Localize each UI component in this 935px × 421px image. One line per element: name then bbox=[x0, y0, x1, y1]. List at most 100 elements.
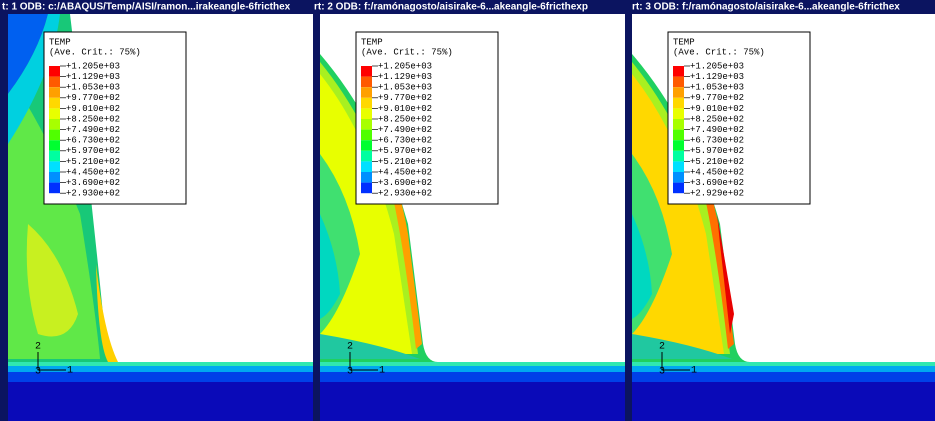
legend-swatch bbox=[673, 119, 684, 130]
legend-value: +1.053e+03 bbox=[66, 83, 120, 93]
legend-box bbox=[43, 31, 187, 205]
chip-base bbox=[632, 334, 732, 359]
viewport-title: rt: 3 ODB: f:/ramónagosto/aisirake-6...a… bbox=[632, 2, 900, 13]
workpiece-layer bbox=[8, 362, 313, 372]
legend-value: +8.250e+02 bbox=[378, 114, 432, 124]
chip-hot bbox=[682, 124, 734, 349]
workpiece-surface bbox=[632, 362, 935, 366]
chip-base bbox=[320, 334, 420, 359]
legend-swatch bbox=[673, 108, 684, 119]
legend-value: +9.770e+02 bbox=[66, 93, 120, 103]
legend-swatch bbox=[49, 161, 60, 172]
legend-value: +9.770e+02 bbox=[378, 93, 432, 103]
legend-box bbox=[355, 31, 499, 205]
legend-swatch bbox=[361, 140, 372, 151]
legend-value: +9.010e+02 bbox=[66, 104, 120, 114]
legend-value: +3.690e+02 bbox=[378, 178, 432, 188]
legend-swatch bbox=[49, 119, 60, 130]
legend-swatch bbox=[49, 129, 60, 141]
legend-value: +6.730e+02 bbox=[690, 136, 744, 146]
legend-value: +1.129e+03 bbox=[690, 72, 744, 82]
legend-swatch bbox=[673, 129, 684, 141]
workpiece-layer bbox=[632, 362, 935, 372]
legend-value: +2.930e+02 bbox=[66, 189, 120, 199]
legend-value: +2.929e+02 bbox=[690, 189, 744, 199]
legend-swatch bbox=[673, 182, 684, 194]
workpiece-layer bbox=[320, 362, 625, 372]
legend-title: TEMP bbox=[673, 37, 695, 47]
legend-swatch bbox=[49, 150, 60, 162]
legend-value: +3.690e+02 bbox=[690, 178, 744, 188]
legend-value: +5.970e+02 bbox=[690, 146, 744, 156]
legend-value: +5.210e+02 bbox=[66, 157, 120, 167]
legend-swatch bbox=[361, 108, 372, 119]
legend-value: +5.970e+02 bbox=[378, 146, 432, 156]
viewport-title: t: 1 ODB: c:/ABAQUS/Temp/AISI/ramon...ir… bbox=[2, 2, 291, 13]
legend-value: +7.490e+02 bbox=[690, 125, 744, 135]
legend-swatch bbox=[361, 150, 372, 162]
legend-swatch bbox=[361, 97, 372, 109]
chip-cold bbox=[320, 214, 340, 319]
legend-value: +6.730e+02 bbox=[378, 136, 432, 146]
legend-value: +1.205e+03 bbox=[690, 61, 744, 71]
legend-swatch bbox=[361, 161, 372, 172]
legend-value: +1.053e+03 bbox=[690, 83, 744, 93]
triad-label: 3 bbox=[659, 367, 665, 378]
triad-label: 2 bbox=[35, 342, 41, 353]
chip-hot bbox=[96, 264, 118, 362]
triad-label: 1 bbox=[691, 366, 697, 377]
legend-value: +6.730e+02 bbox=[66, 136, 120, 146]
legend-swatch bbox=[673, 76, 684, 88]
workpiece-surface bbox=[320, 362, 625, 366]
legend-value: +9.770e+02 bbox=[690, 93, 744, 103]
legend-swatch bbox=[673, 161, 684, 172]
legend-value: +9.010e+02 bbox=[378, 104, 432, 114]
legend-swatch bbox=[49, 108, 60, 119]
legend-swatch bbox=[361, 129, 372, 141]
triad-label: 1 bbox=[67, 366, 73, 377]
legend-swatch bbox=[673, 97, 684, 109]
triad-label: 2 bbox=[659, 342, 665, 353]
viewport: TEMP(Ave. Crit.: 75%) +1.205e+03+1.129e+0… bbox=[632, 14, 935, 421]
chip-peak bbox=[717, 214, 734, 334]
legend-value: +1.129e+03 bbox=[66, 72, 120, 82]
legend-swatch bbox=[49, 97, 60, 109]
legend-swatch bbox=[361, 182, 372, 194]
legend-value: +5.970e+02 bbox=[66, 146, 120, 156]
legend-swatch bbox=[673, 66, 684, 77]
legend-title: TEMP bbox=[361, 37, 383, 47]
legend-swatch bbox=[49, 87, 60, 98]
workpiece-surface bbox=[8, 362, 313, 366]
legend-swatch bbox=[361, 119, 372, 130]
legend-value: +2.930e+02 bbox=[378, 189, 432, 199]
chip-cold bbox=[8, 14, 48, 94]
triad-label: 2 bbox=[347, 342, 353, 353]
legend-value: +1.129e+03 bbox=[378, 72, 432, 82]
legend-value: +1.053e+03 bbox=[378, 83, 432, 93]
legend-criterion: (Ave. Crit.: 75%) bbox=[49, 47, 141, 57]
legend-value: +3.690e+02 bbox=[66, 178, 120, 188]
legend-title: TEMP bbox=[49, 37, 71, 47]
legend-value: +5.210e+02 bbox=[378, 157, 432, 167]
legend-value: +4.450e+02 bbox=[66, 167, 120, 177]
legend-value: +4.450e+02 bbox=[378, 167, 432, 177]
legend-swatch bbox=[49, 66, 60, 77]
legend-value: +5.210e+02 bbox=[690, 157, 744, 167]
legend-swatch bbox=[49, 76, 60, 88]
viewport-title: rt: 2 ODB: f:/ramónagosto/aisirake-6...a… bbox=[314, 2, 588, 13]
chip-zone bbox=[26, 224, 78, 337]
legend-swatch bbox=[673, 87, 684, 98]
legend-swatch bbox=[361, 66, 372, 77]
triad-label: 3 bbox=[347, 367, 353, 378]
legend-box bbox=[667, 31, 811, 205]
triad-label: 1 bbox=[379, 366, 385, 377]
legend-value: +7.490e+02 bbox=[378, 125, 432, 135]
legend-swatch bbox=[361, 172, 372, 183]
legend-swatch bbox=[49, 140, 60, 151]
legend-swatch bbox=[361, 76, 372, 88]
legend-swatch bbox=[361, 87, 372, 98]
legend-swatch bbox=[673, 172, 684, 183]
legend-value: +1.205e+03 bbox=[66, 61, 120, 71]
legend-criterion: (Ave. Crit.: 75%) bbox=[361, 47, 453, 57]
